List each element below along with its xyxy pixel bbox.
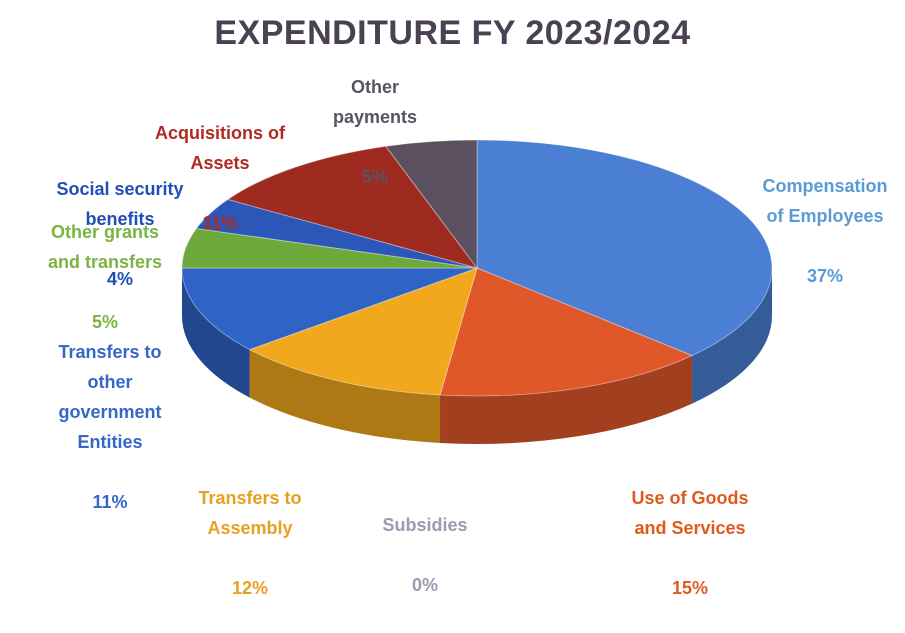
slice-label-social-security-pct: 4% (106, 269, 133, 289)
slice-label-transfers-assembly-pct: 12% (231, 578, 269, 598)
slice-label-acquisitions-pct: 11% (202, 213, 238, 233)
slice-label-other-grants: Other grants and transfers 5% (10, 187, 200, 367)
slice-label-goods-services-pct: 15% (671, 578, 709, 598)
slice-label-social-security: Social security benefits 4% (30, 144, 210, 324)
slice-label-acquisitions: Acquisitions of Assets 11% (120, 88, 320, 268)
slice-label-other-payments-pct: 5% (361, 167, 388, 187)
slice-label-goods-services-name: Use of Goods and Services (631, 488, 749, 538)
slice-label-social-security-name: Social security benefits (56, 179, 184, 229)
slice-label-other-payments: Other payments 5% (300, 42, 450, 222)
chart-title: EXPENDITURE FY 2023/2024 (214, 14, 691, 52)
slice-label-subsidies-pct: 0% (411, 575, 438, 595)
pie-slice-0 (476, 139, 773, 357)
slice-label-subsidies: Subsidies 0% (345, 480, 505, 630)
slice-label-compensation: Compensation of Employees 37% (730, 141, 905, 321)
slice-label-transfers-assembly-name: Transfers to Assembly (198, 488, 302, 538)
slice-label-other-grants-name: Other grants and transfers (47, 222, 163, 272)
slice-label-compensation-name: Compensation of Employees (762, 176, 888, 226)
slice-label-acquisitions-name: Acquisitions of Assets (155, 123, 285, 173)
pie-side-4 (182, 268, 250, 398)
pie-chart (181, 139, 773, 445)
slice-label-other-grants-pct: 5% (91, 312, 118, 332)
slice-label-transfers-gov: Transfers to other government Entities 1… (20, 307, 200, 547)
slice-label-transfers-gov-name: Transfers to other government Entities (58, 342, 162, 452)
pie-slice-7 (226, 145, 479, 269)
pie-side-1 (440, 355, 693, 445)
pie-slice-8 (384, 139, 478, 270)
slice-label-transfers-gov-pct: 11% (92, 492, 128, 512)
pie-slice-6 (195, 198, 478, 269)
slice-label-subsidies-name: Subsidies (382, 515, 468, 535)
slice-label-goods-services: Use of Goods and Services 15% (595, 453, 785, 633)
pie-side-3 (249, 349, 441, 443)
slice-label-other-payments-name: Other payments (332, 77, 418, 127)
pie-slice-1 (439, 267, 694, 397)
pie-slice-4 (181, 267, 478, 351)
slice-label-compensation-pct: 37% (806, 266, 844, 286)
pie-side-0 (692, 268, 772, 404)
pie-slice-5 (181, 227, 478, 269)
pie-slice-3 (248, 267, 478, 396)
